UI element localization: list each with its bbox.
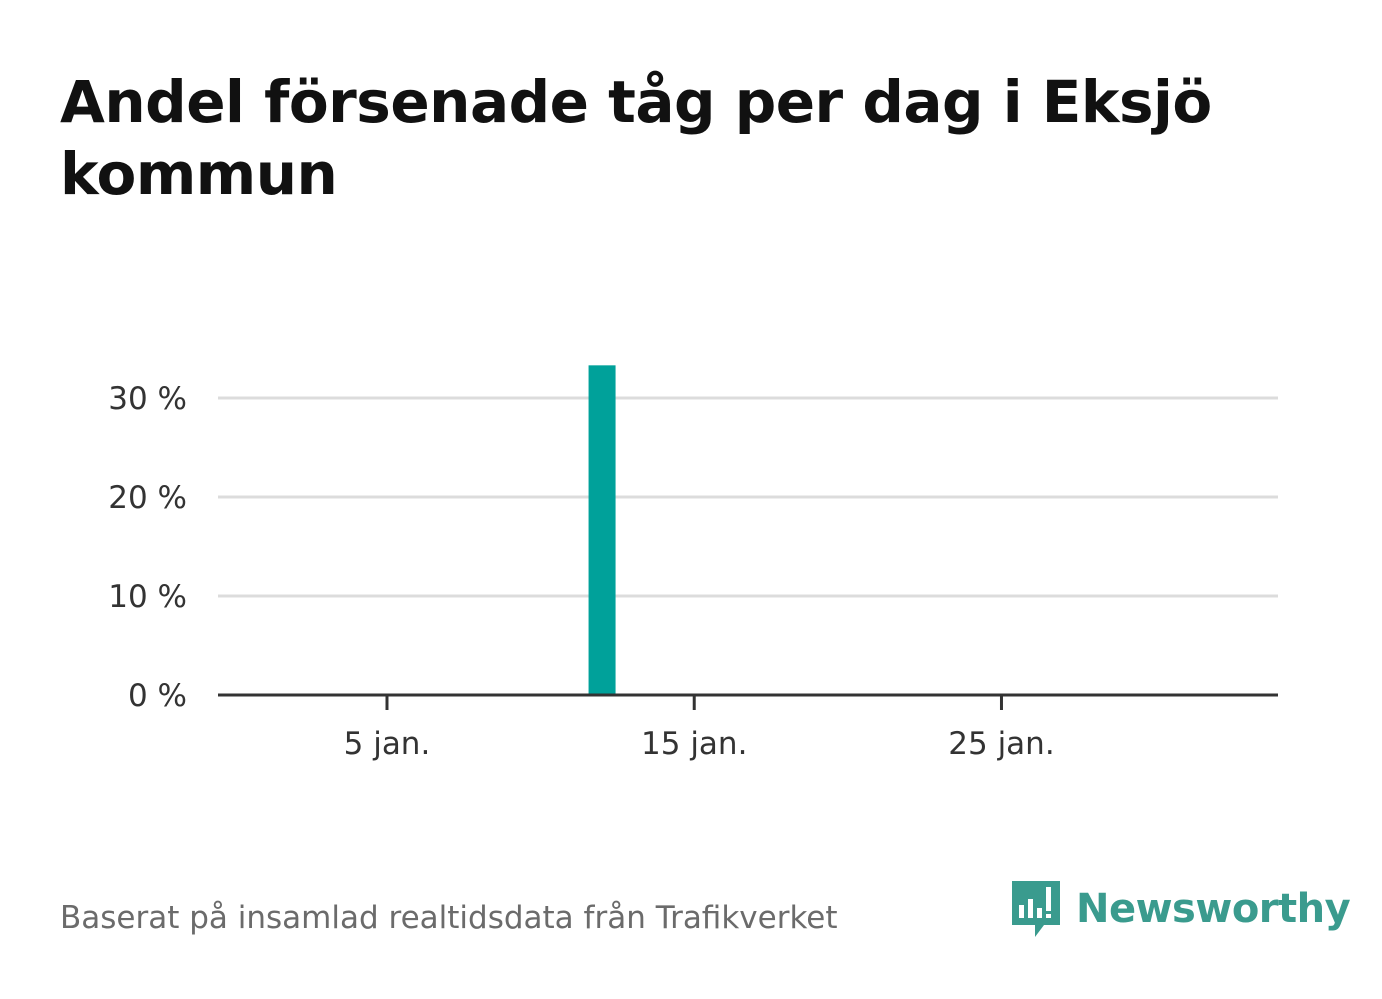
bar: [588, 365, 616, 695]
tick-labels: 0 % 10 % 20 % 30 % 5 jan. 15 jan. 25 jan.: [108, 381, 1054, 762]
bar-chart: 0 % 10 % 20 % 30 % 5 jan. 15 jan. 25 jan.: [108, 365, 1278, 762]
chat-bubble-bar-chart-icon: [1012, 881, 1060, 937]
x-tick-label: 15 jan.: [641, 726, 747, 762]
brand-logo[interactable]: Newsworthy: [1010, 878, 1351, 940]
x-tick-label: 25 jan.: [948, 726, 1054, 762]
bars: [588, 365, 616, 695]
grid-lines: [218, 396, 1278, 598]
brand-name: Newsworthy: [1076, 886, 1351, 932]
y-tick-label: 20 %: [108, 480, 187, 516]
chart-title: Andel försenade tåg per dag i Eksjö komm…: [60, 68, 1212, 208]
x-tick-label: 5 jan.: [344, 726, 431, 762]
y-tick-label: 10 %: [108, 579, 187, 615]
source-note: Baserat på insamlad realtidsdata från Tr…: [60, 900, 838, 936]
y-tick-label: 0 %: [128, 678, 187, 714]
y-tick-label: 30 %: [108, 381, 187, 417]
axes: [218, 693, 1278, 710]
